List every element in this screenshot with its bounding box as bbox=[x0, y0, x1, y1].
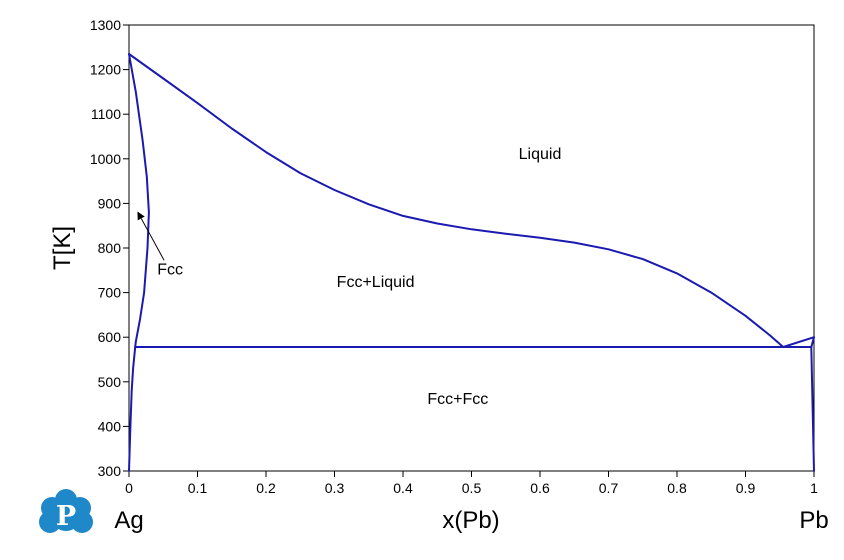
region-label-fcc-liquid: Fcc+Liquid bbox=[337, 274, 415, 291]
region-label-fcc-fcc: Fcc+Fcc bbox=[427, 391, 488, 408]
region-label-fcc: Fcc bbox=[157, 261, 183, 278]
x-tick-label: 0.2 bbox=[256, 480, 276, 496]
region-label-liquid: Liquid bbox=[519, 146, 562, 163]
x-axis-title: x(Pb) bbox=[442, 507, 499, 534]
phase-boundary-1 bbox=[128, 53, 785, 348]
left-endpoint-label: Ag bbox=[114, 507, 143, 534]
y-tick-label: 400 bbox=[98, 418, 122, 434]
region-labels: Liquid Fcc+Liquid Fcc+Fcc Fcc bbox=[137, 146, 562, 408]
y-tick-label: 300 bbox=[98, 463, 122, 479]
phase-boundaries bbox=[128, 53, 815, 472]
x-tick-label: 0.9 bbox=[736, 480, 756, 496]
x-tick-label: 0.4 bbox=[393, 480, 413, 496]
x-tick-label: 0.5 bbox=[462, 480, 482, 496]
annotation-arrow bbox=[137, 211, 165, 261]
y-tick-label: 1300 bbox=[90, 17, 121, 33]
y-tick-label: 1000 bbox=[90, 151, 121, 167]
logo-icon: P bbox=[39, 489, 93, 533]
phase-boundary-7 bbox=[810, 336, 815, 348]
x-tick-label: 0.7 bbox=[599, 480, 619, 496]
y-tick-label: 600 bbox=[98, 329, 122, 345]
logo-letter: P bbox=[56, 501, 76, 532]
x-axis: 0 0.1 0.2 0.3 0.4 0.5 0.6 0.7 0.8 0.9 1 bbox=[125, 471, 818, 496]
x-tick-label: 0.6 bbox=[530, 480, 550, 496]
x-tick-label: 1 bbox=[810, 480, 818, 496]
phase-boundary-2 bbox=[128, 53, 150, 348]
x-tick-label: 0.1 bbox=[188, 480, 208, 496]
y-tick-label: 900 bbox=[98, 195, 122, 211]
right-endpoint-label: Pb bbox=[799, 507, 828, 534]
x-tick-label: 0.8 bbox=[667, 480, 687, 496]
x-tick-label: 0.3 bbox=[325, 480, 345, 496]
y-tick-label: 800 bbox=[98, 240, 122, 256]
phase-boundary-6 bbox=[810, 346, 815, 472]
phase-boundary-3 bbox=[128, 346, 137, 472]
y-tick-label: 700 bbox=[98, 285, 122, 301]
phase-boundary-5 bbox=[782, 336, 815, 348]
y-axis: 300 400 500 600 700 800 900 1000 1100 1200 1300 bbox=[90, 17, 129, 479]
y-tick-label: 500 bbox=[98, 374, 122, 390]
y-tick-label: 1200 bbox=[90, 62, 121, 78]
y-axis-title: T[K] bbox=[49, 226, 76, 270]
x-tick-label: 0 bbox=[125, 480, 133, 496]
y-tick-label: 1100 bbox=[91, 106, 121, 122]
